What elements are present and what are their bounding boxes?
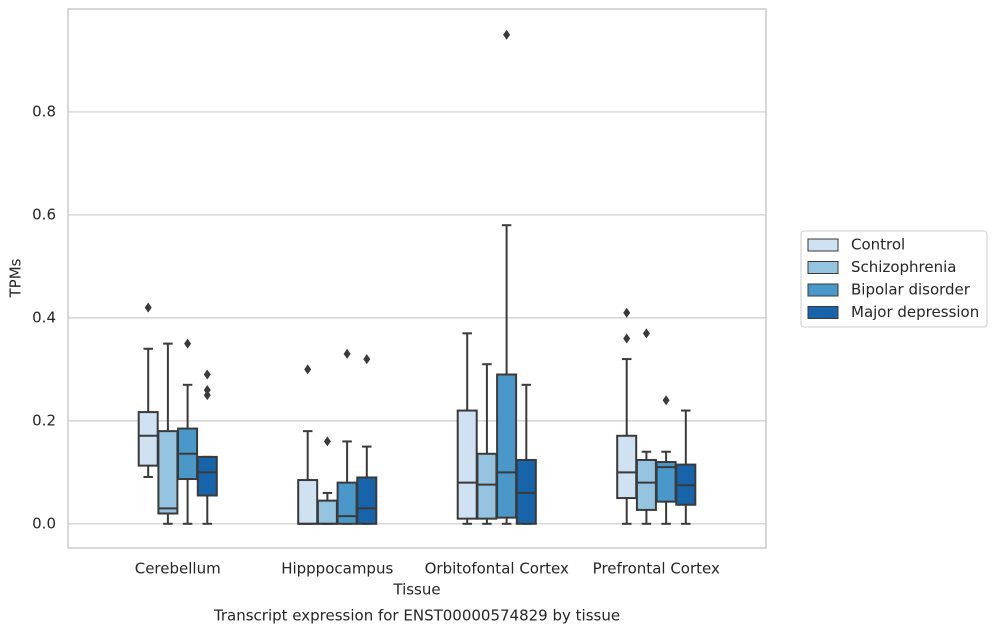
box — [316, 499, 338, 525]
y-tick-label: 0.8 — [32, 102, 56, 120]
outlier — [623, 333, 631, 344]
plot-frame — [67, 8, 767, 549]
box — [336, 481, 358, 525]
y-tick-label: 0.2 — [32, 411, 56, 429]
outlier — [323, 436, 331, 447]
box — [196, 455, 218, 497]
y-tick-label: 0.0 — [32, 514, 56, 532]
outlier — [144, 302, 152, 313]
box — [476, 452, 498, 520]
x-tick-label: Hipppocampus — [281, 560, 393, 578]
legend-swatch — [807, 261, 839, 274]
y-tick-label: 0.6 — [32, 205, 56, 223]
legend-label: Schizophrenia — [851, 258, 956, 276]
x-tick-label: Cerebellum — [135, 560, 221, 578]
box — [515, 458, 537, 525]
legend-label: Major depression — [851, 303, 979, 321]
outlier — [203, 369, 211, 380]
outlier — [503, 29, 511, 40]
x-tick-label: Orbitofontal Cortex — [425, 560, 569, 578]
box — [157, 430, 179, 515]
legend-label: Control — [851, 236, 905, 254]
outlier — [203, 390, 211, 401]
chart-title: Transcript expression for ENST0000057482… — [213, 607, 620, 625]
outlier — [304, 364, 312, 375]
box — [456, 409, 478, 520]
outlier — [343, 348, 351, 359]
outlier — [623, 307, 631, 318]
legend-frame — [800, 230, 988, 328]
box — [616, 434, 638, 500]
legend-label: Bipolar disorder — [851, 281, 971, 299]
x-axis-label: Tissue — [392, 581, 440, 599]
outlier — [642, 328, 650, 339]
box — [137, 411, 159, 467]
legend-swatch — [807, 306, 839, 319]
box — [635, 458, 657, 511]
outlier — [363, 354, 371, 365]
y-axis-label: TPMs — [7, 258, 25, 298]
box — [496, 373, 518, 519]
box — [297, 479, 319, 525]
y-tick-label: 0.4 — [32, 308, 56, 326]
outlier — [662, 395, 670, 406]
box — [356, 476, 378, 525]
outlier — [184, 338, 192, 349]
legend-swatch — [807, 238, 839, 252]
x-tick-label: Prefrontal Cortex — [593, 560, 720, 578]
legend-swatch — [807, 283, 839, 297]
outlier — [203, 384, 211, 395]
